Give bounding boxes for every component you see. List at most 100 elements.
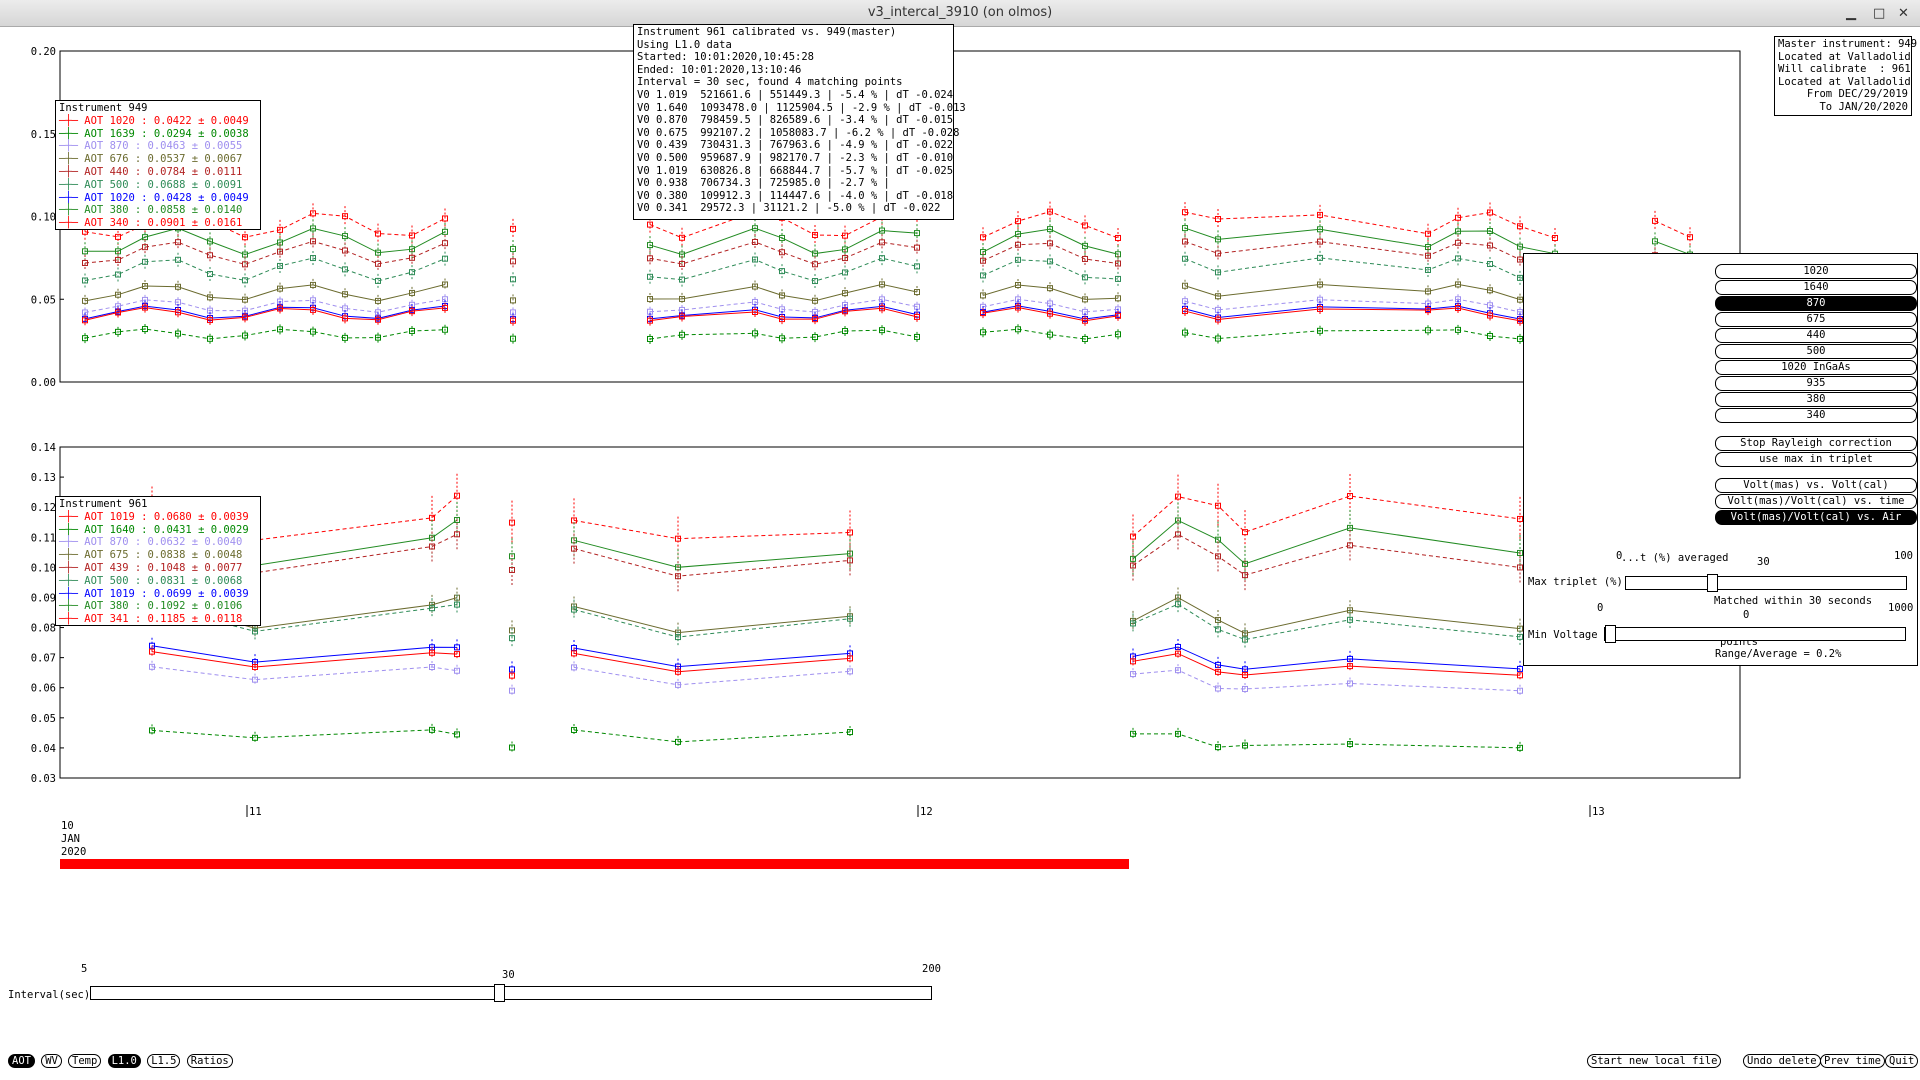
data-marker <box>842 269 848 276</box>
wavelength-button-3[interactable]: 675 <box>1715 312 1917 327</box>
mode-button-aot[interactable]: AOT <box>8 1054 35 1068</box>
data-marker <box>752 256 758 263</box>
stop-rayleigh-button[interactable]: Stop Rayleigh correction <box>1715 436 1917 451</box>
data-marker <box>1015 256 1021 263</box>
wavelength-button-8[interactable]: 380 <box>1715 392 1917 407</box>
data-marker <box>1115 275 1121 282</box>
data-marker <box>847 613 853 620</box>
mode-button-l10[interactable]: L1.0 <box>107 1054 141 1068</box>
data-marker <box>1487 312 1493 319</box>
data-marker <box>82 317 88 324</box>
wavelength-button-2[interactable]: 870 <box>1715 296 1917 311</box>
data-marker <box>310 255 316 262</box>
mode-button-l15[interactable]: L1.5 <box>147 1054 181 1068</box>
plot-mode-button-2[interactable]: Volt(mas)/Volt(cal) vs. Air Mass <box>1715 510 1917 536</box>
data-marker <box>82 277 88 284</box>
data-marker <box>675 573 681 580</box>
legend-entry-value: 0.0428 ± 0.0049 <box>153 191 249 204</box>
mode-button-wv[interactable]: WV <box>41 1054 62 1068</box>
data-marker <box>252 625 258 632</box>
data-marker <box>1082 255 1088 262</box>
plot-mode-button-0[interactable]: Volt(mas) vs. Volt(cal) <box>1715 478 1917 493</box>
series-line <box>649 305 918 320</box>
data-marker <box>510 258 516 265</box>
quit-button[interactable]: Quit <box>1885 1054 1919 1068</box>
data-marker <box>571 645 577 652</box>
data-marker <box>429 726 435 733</box>
minimize-icon[interactable]: ▁ <box>1846 6 1856 21</box>
plot-mode-button-1[interactable]: Volt(mas)/Volt(cal) vs. time <box>1715 494 1917 509</box>
y-tick-label: 0.13 <box>31 472 56 484</box>
data-marker <box>675 634 681 641</box>
data-marker <box>82 315 88 322</box>
selected-range-bar[interactable] <box>60 859 1129 869</box>
max-triplet-slider-thumb[interactable] <box>1706 574 1718 592</box>
prev-time-button[interactable]: Prev time <box>1820 1054 1885 1068</box>
wavelength-button-0[interactable]: 1020 <box>1715 264 1917 279</box>
data-marker <box>879 227 885 234</box>
window-titlebar: v3_intercal_3910 (on olmos) ▁ □ ✕ <box>0 0 1920 27</box>
data-marker <box>277 248 283 255</box>
start-new-local-file-button[interactable]: Start new local file <box>1587 1054 1722 1068</box>
data-marker <box>142 303 148 310</box>
close-icon[interactable]: ✕ <box>1898 6 1909 21</box>
use-max-triplet-button[interactable]: use max in triplet <box>1715 452 1917 467</box>
data-marker <box>242 277 248 284</box>
wavelength-button-5[interactable]: 500 <box>1715 344 1917 359</box>
legend-entry-label: ─┼─ AOT 675 : <box>59 549 148 562</box>
data-marker <box>242 313 248 320</box>
data-marker <box>752 306 758 313</box>
series-line <box>84 283 446 302</box>
data-marker <box>1215 553 1221 560</box>
wavelength-button-7[interactable]: 935 <box>1715 376 1917 391</box>
min-voltage-slider[interactable] <box>1604 625 1906 643</box>
y-tick-label: 0.15 <box>31 129 56 141</box>
data-marker <box>429 664 435 671</box>
data-marker <box>679 306 685 313</box>
data-marker <box>1517 625 1523 632</box>
y-tick-label: 0.20 <box>31 46 56 58</box>
data-marker <box>510 276 516 283</box>
data-marker <box>242 251 248 258</box>
data-marker <box>442 303 448 310</box>
wavelength-button-1[interactable]: 1640 <box>1715 280 1917 295</box>
maximize-icon[interactable]: □ <box>1873 6 1886 21</box>
data-marker <box>647 273 653 280</box>
wavelength-button-6[interactable]: 1020 InGaAs <box>1715 360 1917 375</box>
data-marker <box>571 650 577 657</box>
data-marker <box>1047 331 1053 338</box>
data-marker <box>429 601 435 608</box>
data-marker <box>207 238 213 245</box>
series-line <box>982 228 1119 255</box>
data-marker <box>1552 234 1558 241</box>
series-line <box>1132 653 1521 676</box>
mode-button-temp[interactable]: Temp <box>68 1054 102 1068</box>
data-marker <box>1215 250 1221 257</box>
max-triplet-slider[interactable] <box>1625 574 1907 592</box>
legend-entry-value: 0.0688 ± 0.0091 <box>147 178 243 191</box>
data-marker <box>752 308 758 315</box>
interval-slider[interactable] <box>90 984 932 1002</box>
series-line <box>573 609 851 638</box>
data-marker <box>980 257 986 264</box>
data-marker <box>510 245 516 252</box>
data-marker <box>1425 288 1431 295</box>
undo-delete-button[interactable]: Undo delete <box>1743 1054 1821 1068</box>
data-marker <box>1425 327 1431 334</box>
data-marker <box>442 326 448 333</box>
data-marker <box>375 297 381 304</box>
min-voltage-slider-thumb[interactable] <box>1605 625 1616 643</box>
data-marker <box>1130 620 1136 627</box>
mode-button-ratios[interactable]: Ratios <box>186 1054 233 1068</box>
legend-entry: ─┼─ AOT 500 : 0.0688 ± 0.0091 <box>59 179 257 192</box>
data-marker <box>1082 296 1088 303</box>
legend-entry-label: ─┼─ AOT 1019 : <box>59 510 154 523</box>
wavelength-button-9[interactable]: 340 <box>1715 408 1917 423</box>
interval-slider-thumb[interactable] <box>493 984 505 1002</box>
data-marker <box>509 687 515 694</box>
data-marker <box>1242 671 1248 678</box>
data-marker <box>1517 316 1523 323</box>
wavelength-button-4[interactable]: 440 <box>1715 328 1917 343</box>
data-marker <box>1455 305 1461 312</box>
x-tick-label: 13 <box>1592 806 1605 818</box>
